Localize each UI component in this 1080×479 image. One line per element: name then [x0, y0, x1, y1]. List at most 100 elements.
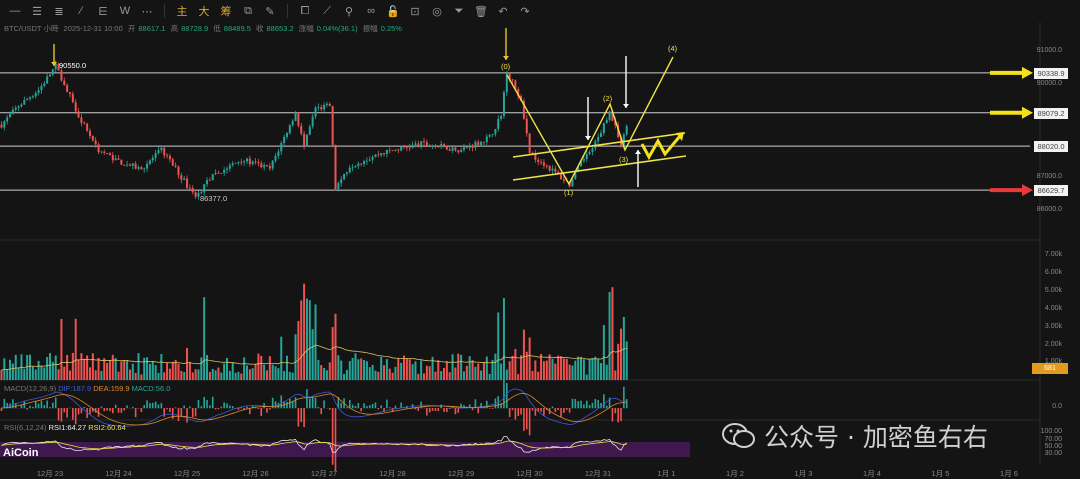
candle: [163, 148, 165, 156]
volume-bar: [135, 373, 137, 380]
macd-histogram-bar: [26, 408, 28, 410]
volume-tick: 6.00k: [1045, 269, 1062, 276]
volume-bar: [412, 364, 414, 380]
rsi-label[interactable]: RSI(6,12,24): [4, 423, 47, 432]
macd-histogram-bar: [489, 408, 491, 409]
macd-histogram-bar: [366, 406, 368, 408]
rsi-tick: 100.00: [1041, 428, 1062, 435]
volume-bar: [252, 368, 254, 380]
candle: [329, 104, 331, 106]
volume-bar: [123, 360, 125, 380]
volume-bar: [58, 369, 60, 380]
volume-bar: [72, 353, 74, 380]
volume-bar: [83, 359, 85, 380]
macd-histogram-bar: [318, 407, 320, 408]
volume-bar: [591, 358, 593, 380]
macd-histogram-bar: [286, 402, 288, 408]
volume-bar: [80, 353, 82, 380]
volume-bar: [452, 354, 454, 380]
macd-histogram-bar: [38, 404, 40, 409]
date-tick: 12月 23: [37, 468, 63, 479]
macd-histogram-bar: [415, 408, 417, 409]
candle: [266, 165, 268, 166]
volume-bar: [326, 370, 328, 380]
macd-histogram-bar: [492, 408, 494, 409]
volume-bar: [514, 349, 516, 380]
candle: [303, 134, 305, 146]
volume-bar: [503, 298, 505, 380]
volume-bar: [414, 361, 416, 380]
volume-bar: [469, 356, 471, 380]
macd-histogram-bar: [606, 406, 608, 409]
macd-histogram-bar: [577, 401, 579, 408]
macd-histogram-bar: [172, 408, 174, 419]
volume-bar: [75, 319, 77, 380]
macd-histogram-bar: [346, 407, 348, 408]
candle: [3, 121, 5, 127]
date-tick: 12月 27: [311, 468, 337, 479]
candle: [46, 76, 48, 83]
candle: [280, 143, 282, 151]
candle: [320, 107, 322, 109]
volume-bar: [78, 360, 80, 380]
price-tick: 87000.0: [1037, 173, 1062, 180]
macd-histogram-bar: [201, 406, 203, 408]
level-label: 90338.9: [1034, 68, 1068, 79]
macd-histogram-bar: [335, 408, 337, 471]
candle: [349, 168, 351, 173]
volume-bar: [55, 355, 57, 380]
up-arrow-icon-head: [635, 150, 641, 154]
candle: [554, 169, 556, 172]
candle: [423, 141, 425, 142]
macd-histogram-bar: [35, 401, 37, 408]
macd-histogram-bar: [189, 406, 191, 408]
candle: [549, 166, 551, 171]
candle: [155, 153, 157, 158]
date-tick: 12月 29: [448, 468, 474, 479]
volume-bar: [580, 357, 582, 380]
volume-bar: [132, 364, 134, 380]
volume-bar: [295, 334, 297, 380]
volume-bar: [303, 284, 305, 380]
volume-bar: [240, 374, 242, 380]
volume-bar: [557, 356, 559, 380]
logo-text: AiCoin: [3, 447, 38, 459]
candle: [138, 167, 140, 169]
high-marker: 90550.0: [59, 61, 86, 70]
candle: [494, 129, 496, 134]
volume-bar: [192, 372, 194, 380]
candle: [372, 157, 374, 160]
candle: [220, 173, 222, 174]
level-label: 88020.0: [1034, 141, 1068, 152]
volume-bar: [229, 371, 231, 380]
candle: [500, 116, 502, 119]
candle: [526, 119, 528, 134]
volume-bar: [320, 365, 322, 380]
candle: [323, 105, 325, 109]
macd-histogram-bar: [103, 408, 105, 411]
candle: [460, 150, 462, 152]
macd-label[interactable]: MACD(12,26,9): [4, 384, 56, 393]
volume-bar: [609, 292, 611, 380]
macd-histogram-bar: [209, 405, 211, 408]
volume-tick: 7.00k: [1045, 251, 1062, 258]
macd-histogram-bar: [55, 398, 57, 409]
volume-bar: [212, 369, 214, 380]
rsi-legend: RSI(6,12,24) RSI1:64.27 RSI2:60.64: [4, 423, 126, 432]
volume-bar: [177, 364, 179, 380]
candle: [289, 125, 291, 133]
candle: [503, 92, 505, 116]
candle: [603, 123, 605, 133]
macd-histogram-bar: [303, 408, 305, 427]
candle: [292, 121, 294, 125]
candle: [86, 124, 88, 131]
wave-label-0: (0): [501, 62, 510, 71]
volume-bar: [372, 365, 374, 380]
macd-histogram-bar: [386, 400, 388, 409]
volume-bar: [520, 355, 522, 380]
candle: [412, 145, 414, 148]
macd-histogram-bar: [52, 403, 54, 409]
macd-histogram-bar: [477, 408, 479, 413]
volume-bar: [406, 359, 408, 380]
